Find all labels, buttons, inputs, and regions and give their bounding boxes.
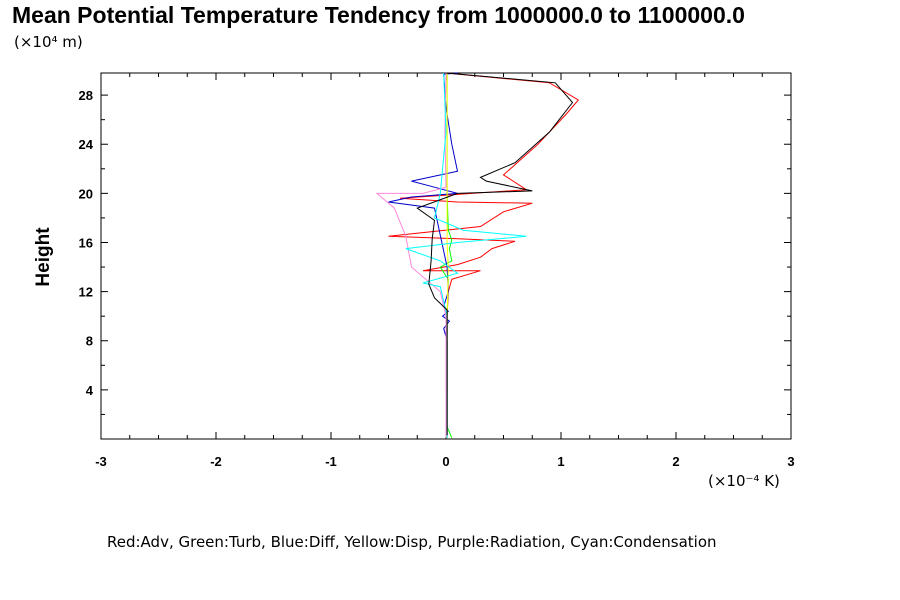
x-tick-label: 0 (442, 454, 449, 469)
x-tick-label: 2 (672, 454, 679, 469)
y-tick-label: 20 (79, 186, 93, 201)
series-line-unlabeled (416, 72, 574, 436)
chart-title: Mean Potential Temperature Tendency from… (12, 2, 745, 28)
series-line-diff (388, 72, 459, 438)
x-axis-unit: (×10⁻⁴ K) (708, 472, 780, 490)
x-tick-label: -2 (210, 454, 222, 469)
y-axis-unit: (×10⁴ m) (14, 33, 83, 51)
x-tick-label: -3 (95, 454, 107, 469)
x-tick-label: 3 (787, 454, 794, 469)
x-tick-label: -1 (325, 454, 337, 469)
y-tick-label: 16 (79, 235, 93, 250)
series-layer (375, 72, 580, 438)
series-line-radiation (375, 72, 447, 438)
series-line-condensation (405, 72, 527, 438)
legend-text: Red:Adv, Green:Turb, Blue:Diff, Yellow:D… (107, 533, 717, 551)
x-tick-label: 1 (557, 454, 564, 469)
y-tick-label: 28 (79, 88, 93, 103)
series-line-adv (388, 72, 580, 436)
y-tick-label: 8 (86, 334, 93, 349)
y-tick-label: 24 (79, 137, 94, 152)
y-tick-label: 4 (86, 383, 94, 398)
y-tick-label: 12 (79, 285, 93, 300)
